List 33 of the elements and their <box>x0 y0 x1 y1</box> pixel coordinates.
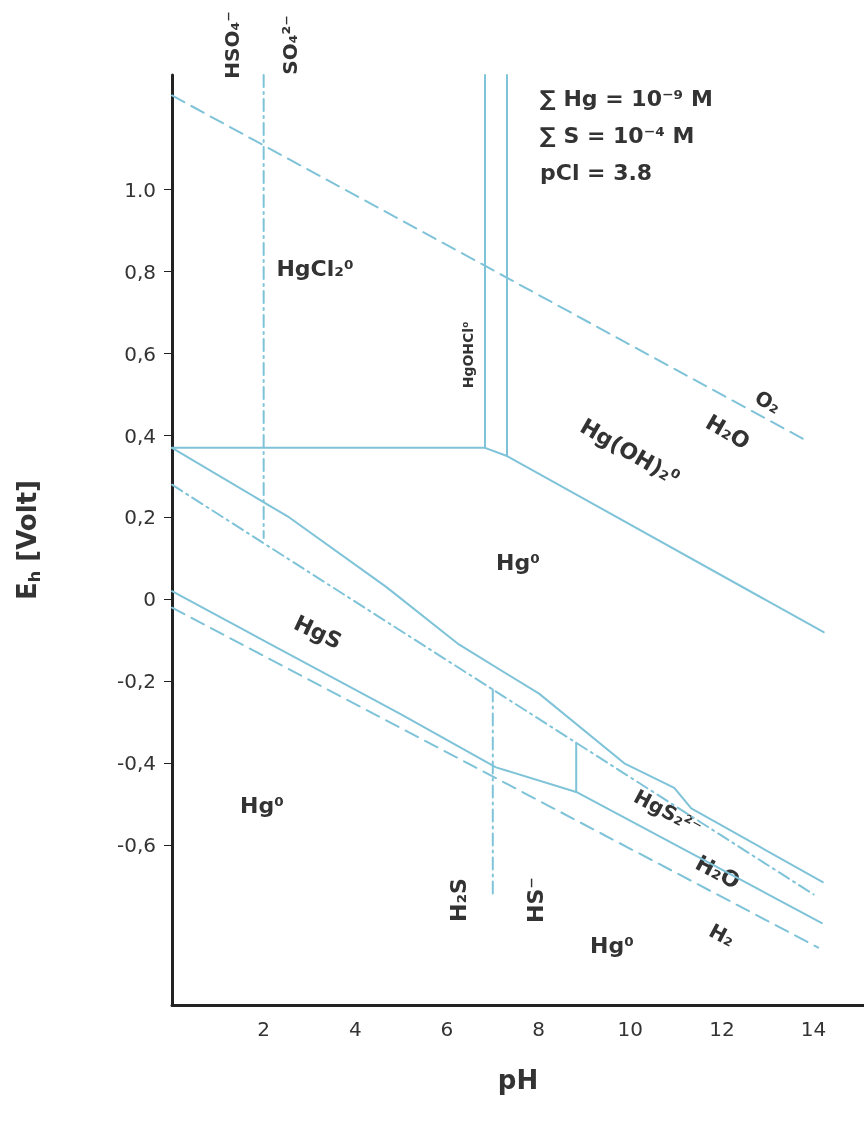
y-tick-label: 0,2 <box>124 505 156 530</box>
x-tick-label: 10 <box>617 1017 643 1041</box>
annotation: Hg⁰ <box>590 932 634 958</box>
y-tick-label: 0 <box>143 587 156 612</box>
x-tick-label: 12 <box>709 1017 735 1041</box>
annotation: ∑ Hg = 10⁻⁹ M <box>540 85 713 111</box>
x-tick-label: 6 <box>440 1017 454 1041</box>
annotation: H₂O <box>691 850 745 894</box>
y-axis-title: Eh [Volt] <box>12 480 44 600</box>
annotation: Hg⁰ <box>240 792 284 818</box>
annotation: HgOHCl⁰ <box>460 321 476 389</box>
annotation: HgS <box>290 610 346 654</box>
annotation: H₂S <box>445 878 471 922</box>
y-tick-label: 0,8 <box>124 259 156 284</box>
annotation: HgCl₂⁰ <box>276 255 354 281</box>
annotation: H₂ <box>705 918 739 952</box>
annotation: Hg⁰ <box>496 549 540 575</box>
annotation: HSO₄⁻ <box>220 11 244 79</box>
x-tick-label: 4 <box>348 1017 362 1041</box>
annotation: ∑ S = 10⁻⁴ M <box>540 122 695 148</box>
y-tick-label: 0,4 <box>124 423 156 448</box>
annotation: SO₄²⁻ <box>278 15 302 75</box>
x-axis-title: pH <box>497 1065 539 1095</box>
y-tick-label: 1.0 <box>124 177 156 202</box>
y-tick-label: -0,6 <box>116 833 156 858</box>
y-tick-label: -0,2 <box>116 669 156 694</box>
x-tick-label: 2 <box>257 1017 271 1041</box>
x-tick-label: 8 <box>532 1017 545 1041</box>
annotation: pCl = 3.8 <box>540 159 653 185</box>
x-tick-label: 14 <box>800 1017 827 1041</box>
annotation: HS⁻ <box>522 877 548 923</box>
y-tick-label: 0,6 <box>124 341 156 366</box>
y-tick-label: -0,4 <box>116 751 156 776</box>
